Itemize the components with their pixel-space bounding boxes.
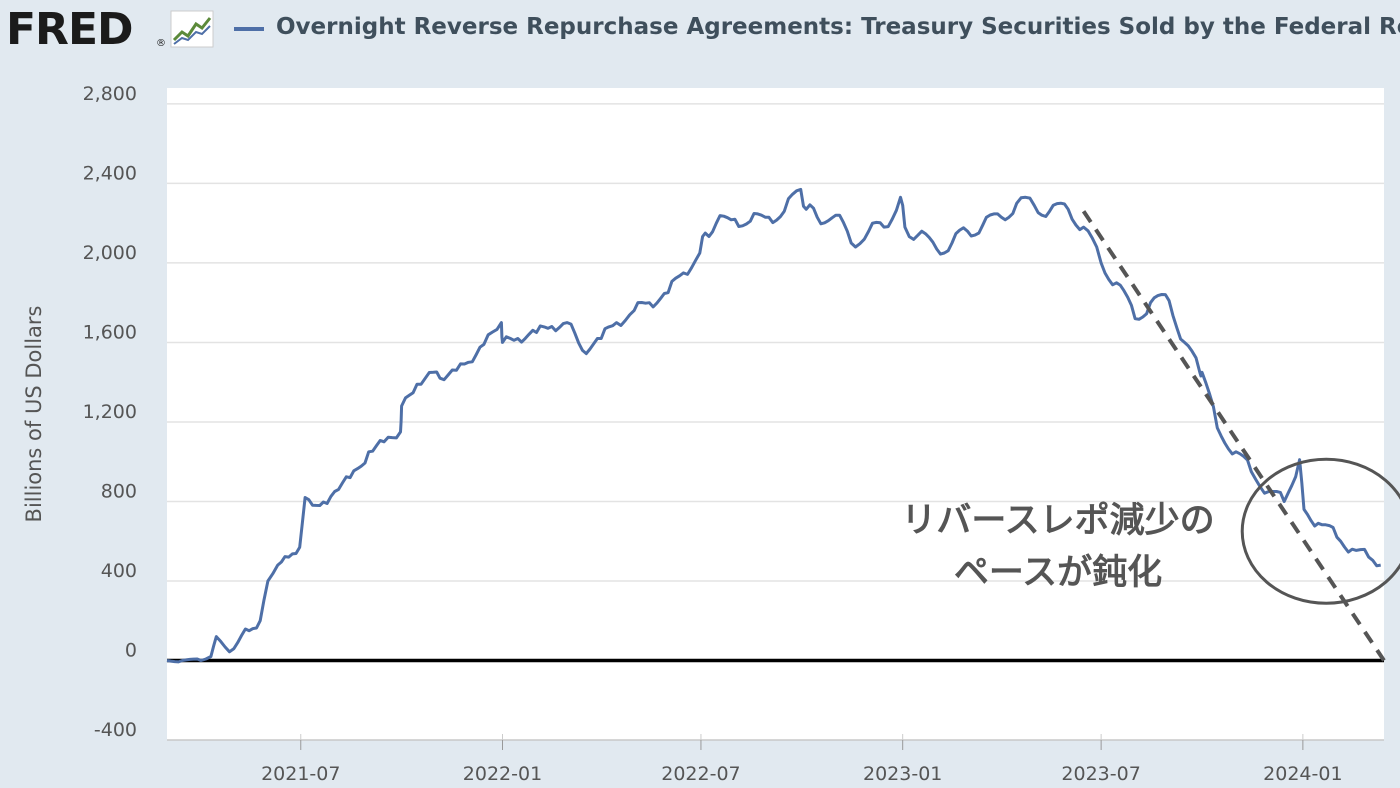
x-tick-label: 2021-07 [261,763,340,785]
y-tick-label: 1,200 [83,401,137,423]
y-tick-label: 0 [125,639,137,661]
fred-logo[interactable]: FRED [6,4,134,55]
y-tick-label: 2,800 [83,83,137,105]
y-tick-label: 800 [101,480,137,502]
fred-graph-icon [170,10,214,48]
x-tick-label: 2023-07 [1061,763,1140,785]
y-tick-label: -400 [94,719,137,741]
y-axis-label: Billions of US Dollars [22,306,46,523]
annotation-line-1: リバースレポ減少の [901,500,1214,541]
y-tick-label: 2,000 [83,242,137,264]
y-tick-label: 1,600 [83,321,137,343]
y-tick-label: 400 [101,560,137,582]
trend-dashed-line [1081,210,1386,662]
y-axis-ticks: -400 0 400 800 1,200 1,600 2,000 2,400 2,800 [83,83,137,741]
registered-mark: ® [156,38,166,49]
series-line [166,187,1381,664]
x-tick-label: 2024-01 [1263,763,1342,785]
x-tick-label: 2023-01 [863,763,942,785]
x-axis-ticks: 2021-07 2022-01 2022-07 2023-01 2023-07 2024-… [167,734,1384,785]
chart-header: FRED ® Overnight Reverse Repurchase Agre… [0,0,1400,62]
plot-background [167,88,1384,740]
x-tick-label: 2022-07 [661,763,740,785]
chart-title: Overnight Reverse Repurchase Agreements:… [276,14,1400,40]
y-tick-label: 2,400 [83,162,137,184]
highlight-circle [1240,457,1400,605]
annotation-line-2: ペースが鈍化 [954,553,1162,593]
x-tick-label: 2022-01 [463,763,542,785]
series-legend-line [234,27,264,31]
